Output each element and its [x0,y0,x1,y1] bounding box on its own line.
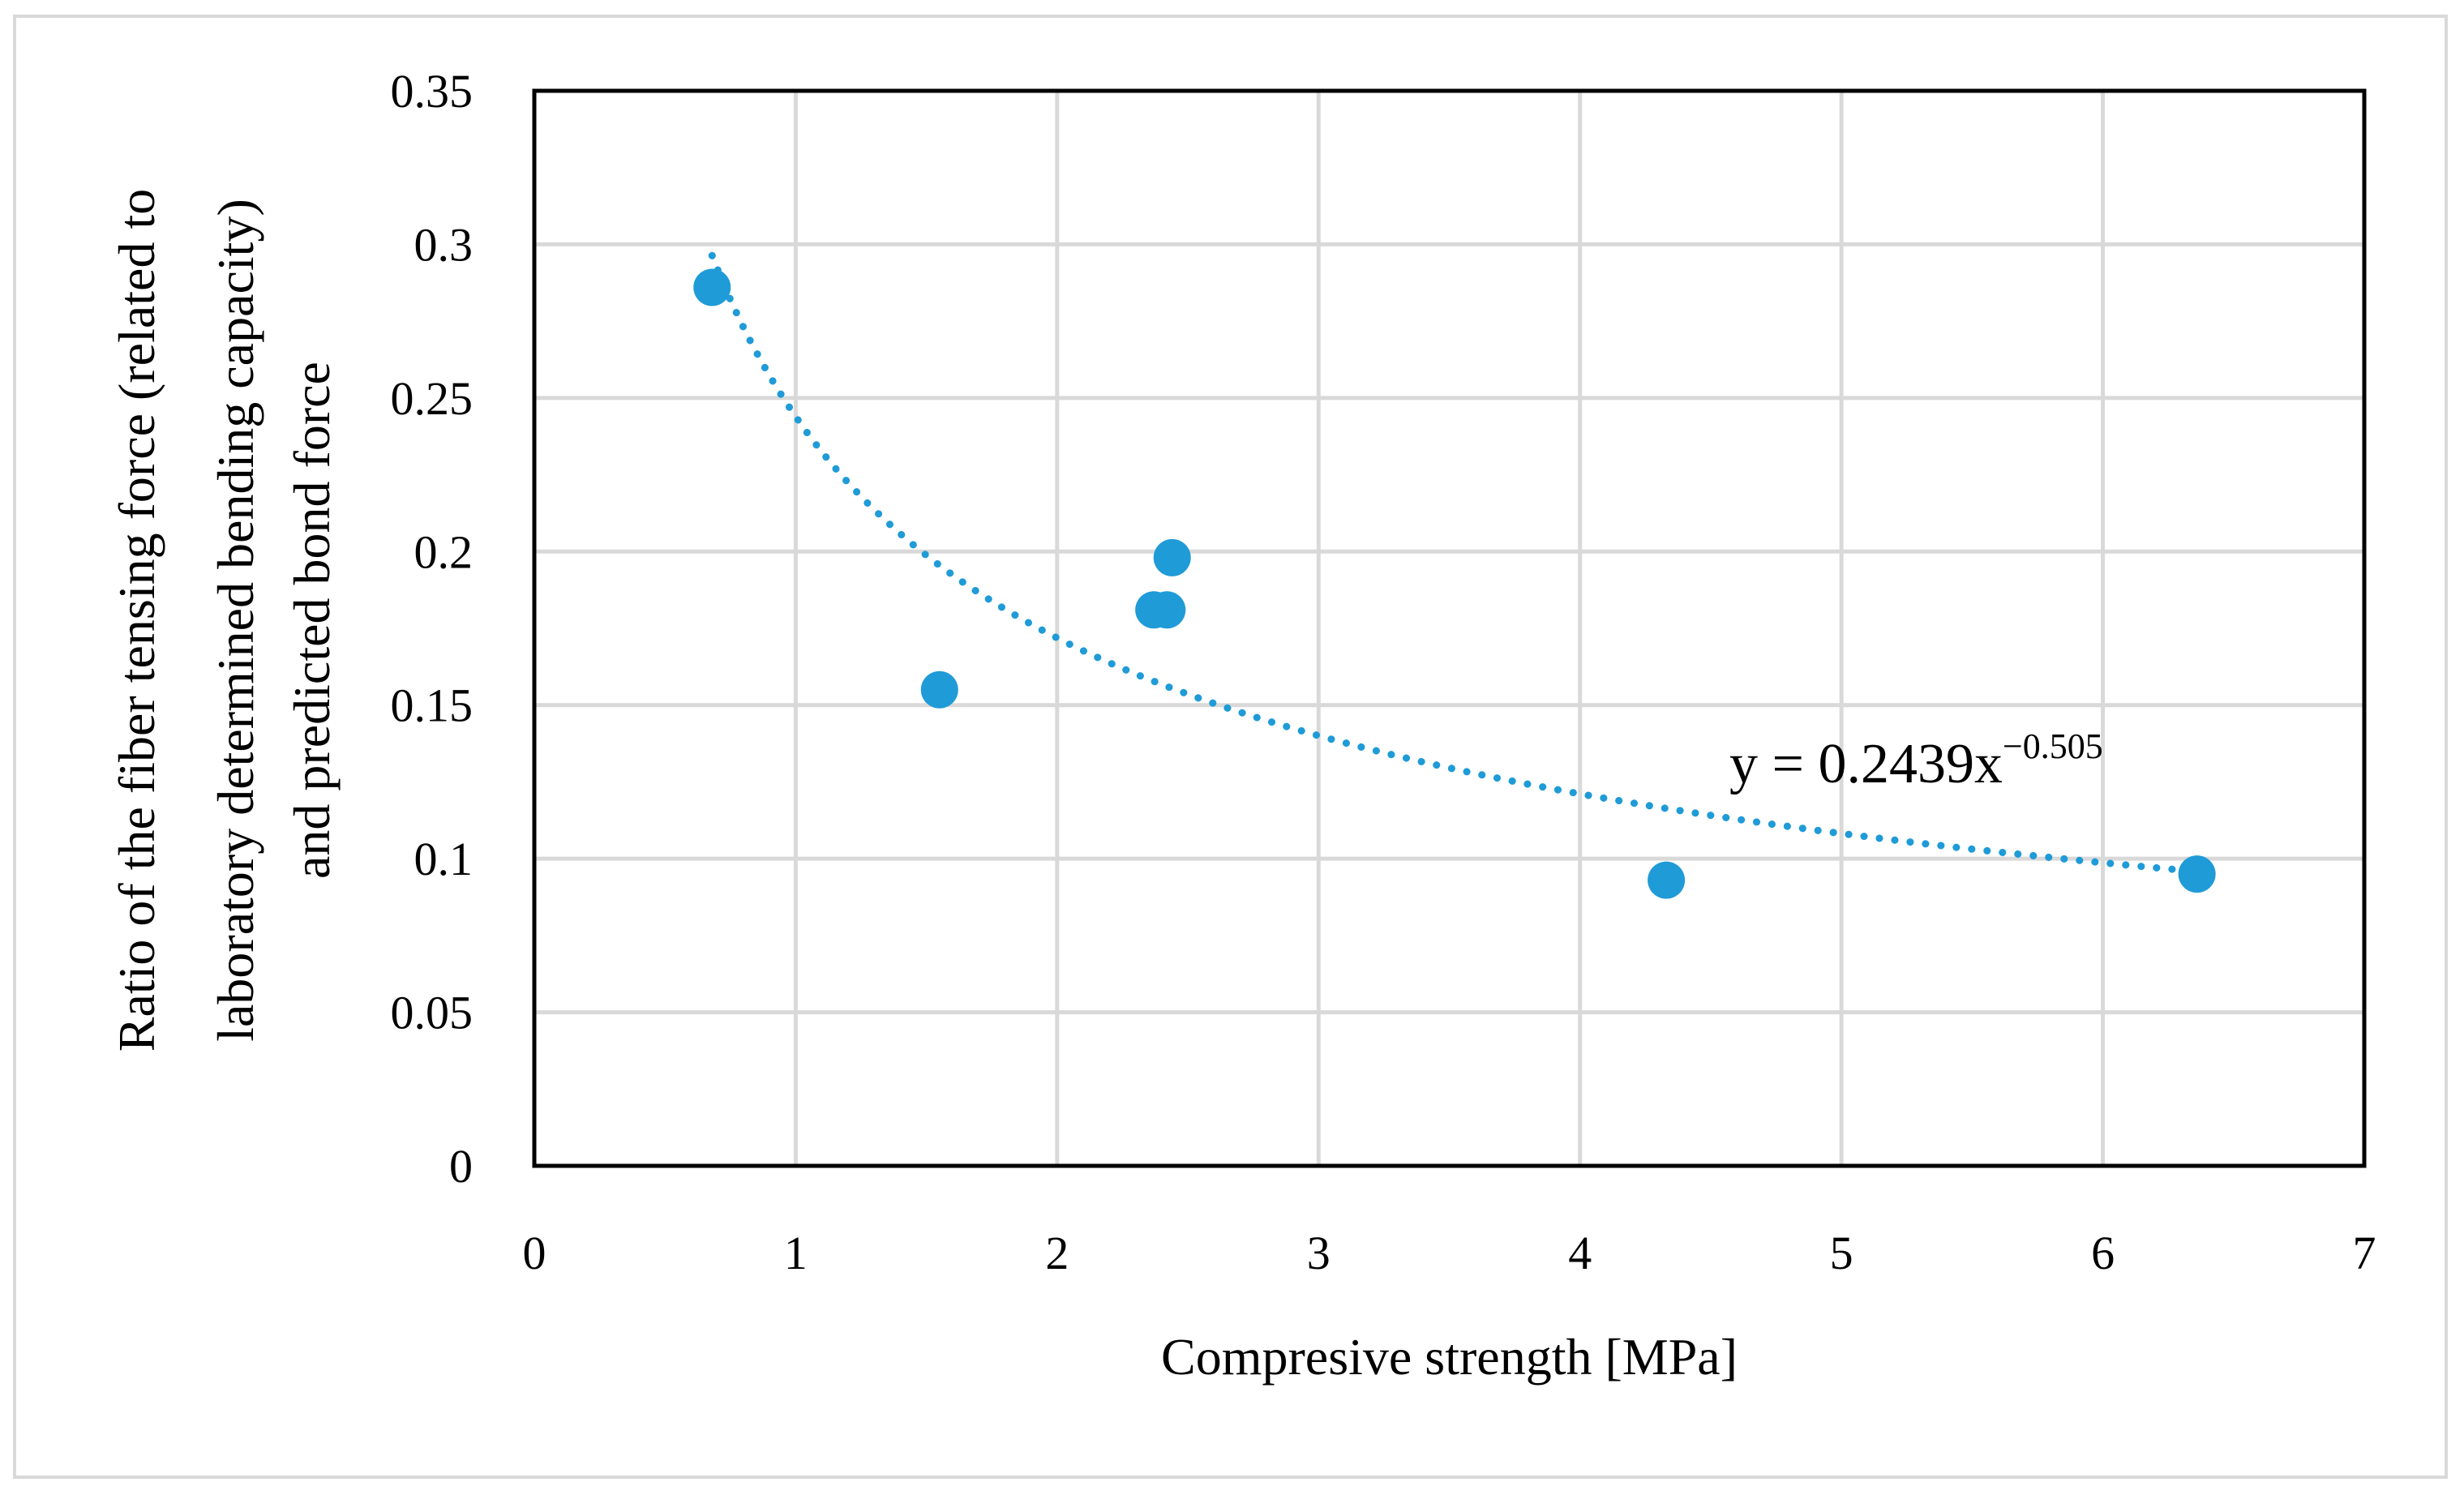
x-tick-label-2: 2 [1045,1227,1069,1279]
y-tick-label-2: 0.1 [414,833,474,885]
x-tick-label-3: 3 [1307,1227,1331,1279]
x-tick-label-1: 1 [784,1227,808,1279]
y-tick-label-6: 0.3 [414,218,474,271]
trendline-equation: y = 0.2439x−0.505 [1729,726,2103,795]
x-axis-tick-labels: 0 1 2 3 4 5 6 7 [523,1227,2376,1279]
x-tick-label-5: 5 [1830,1227,1853,1279]
x-tick-label-6: 6 [2091,1227,2115,1279]
data-point-0-6 [2178,855,2216,893]
y-tick-label-0: 0 [449,1140,473,1193]
y-axis-tick-labels: 0 0.05 0.1 0.15 0.2 0.25 0.3 0.35 [391,65,474,1193]
y-tick-label-7: 0.35 [391,65,474,118]
trendline-equation-main: y = 0.2439x [1729,733,2003,795]
gridlines [532,88,2367,1168]
x-axis-title: Compresive strength [MPa] [1161,1328,1738,1386]
trendline-equation-exponent: −0.505 [2003,726,2103,766]
plot-area-border [532,88,2367,1168]
data-point-0-0 [693,268,731,306]
x-tick-label-4: 4 [1568,1227,1592,1279]
y-axis-title-line-1: Ratio of the fiber tensing force (relate… [108,189,165,1052]
trendline-curve [708,251,2201,876]
data-point-0-4 [1153,538,1191,576]
y-tick-label-5: 0.25 [391,372,474,425]
y-tick-label-4: 0.2 [414,525,474,578]
y-tick-label-1: 0.05 [391,987,474,1039]
y-axis-title-line-2: laboratory determined bending capacity) [207,199,264,1042]
data-point-0-3 [1148,591,1186,629]
x-tick-label-0: 0 [523,1227,546,1279]
data-point-0-1 [920,670,958,709]
y-tick-label-3: 0.15 [391,679,474,732]
x-tick-label-7: 7 [2353,1227,2376,1279]
data-points [693,268,2216,899]
data-point-0-5 [1648,861,1686,899]
chart-frame [13,15,2448,1479]
trendline [708,251,2201,876]
y-axis-title: Ratio of the fiber tensing force (relate… [108,189,341,1052]
y-axis-title-line-3: and predicted bond force [283,362,341,879]
